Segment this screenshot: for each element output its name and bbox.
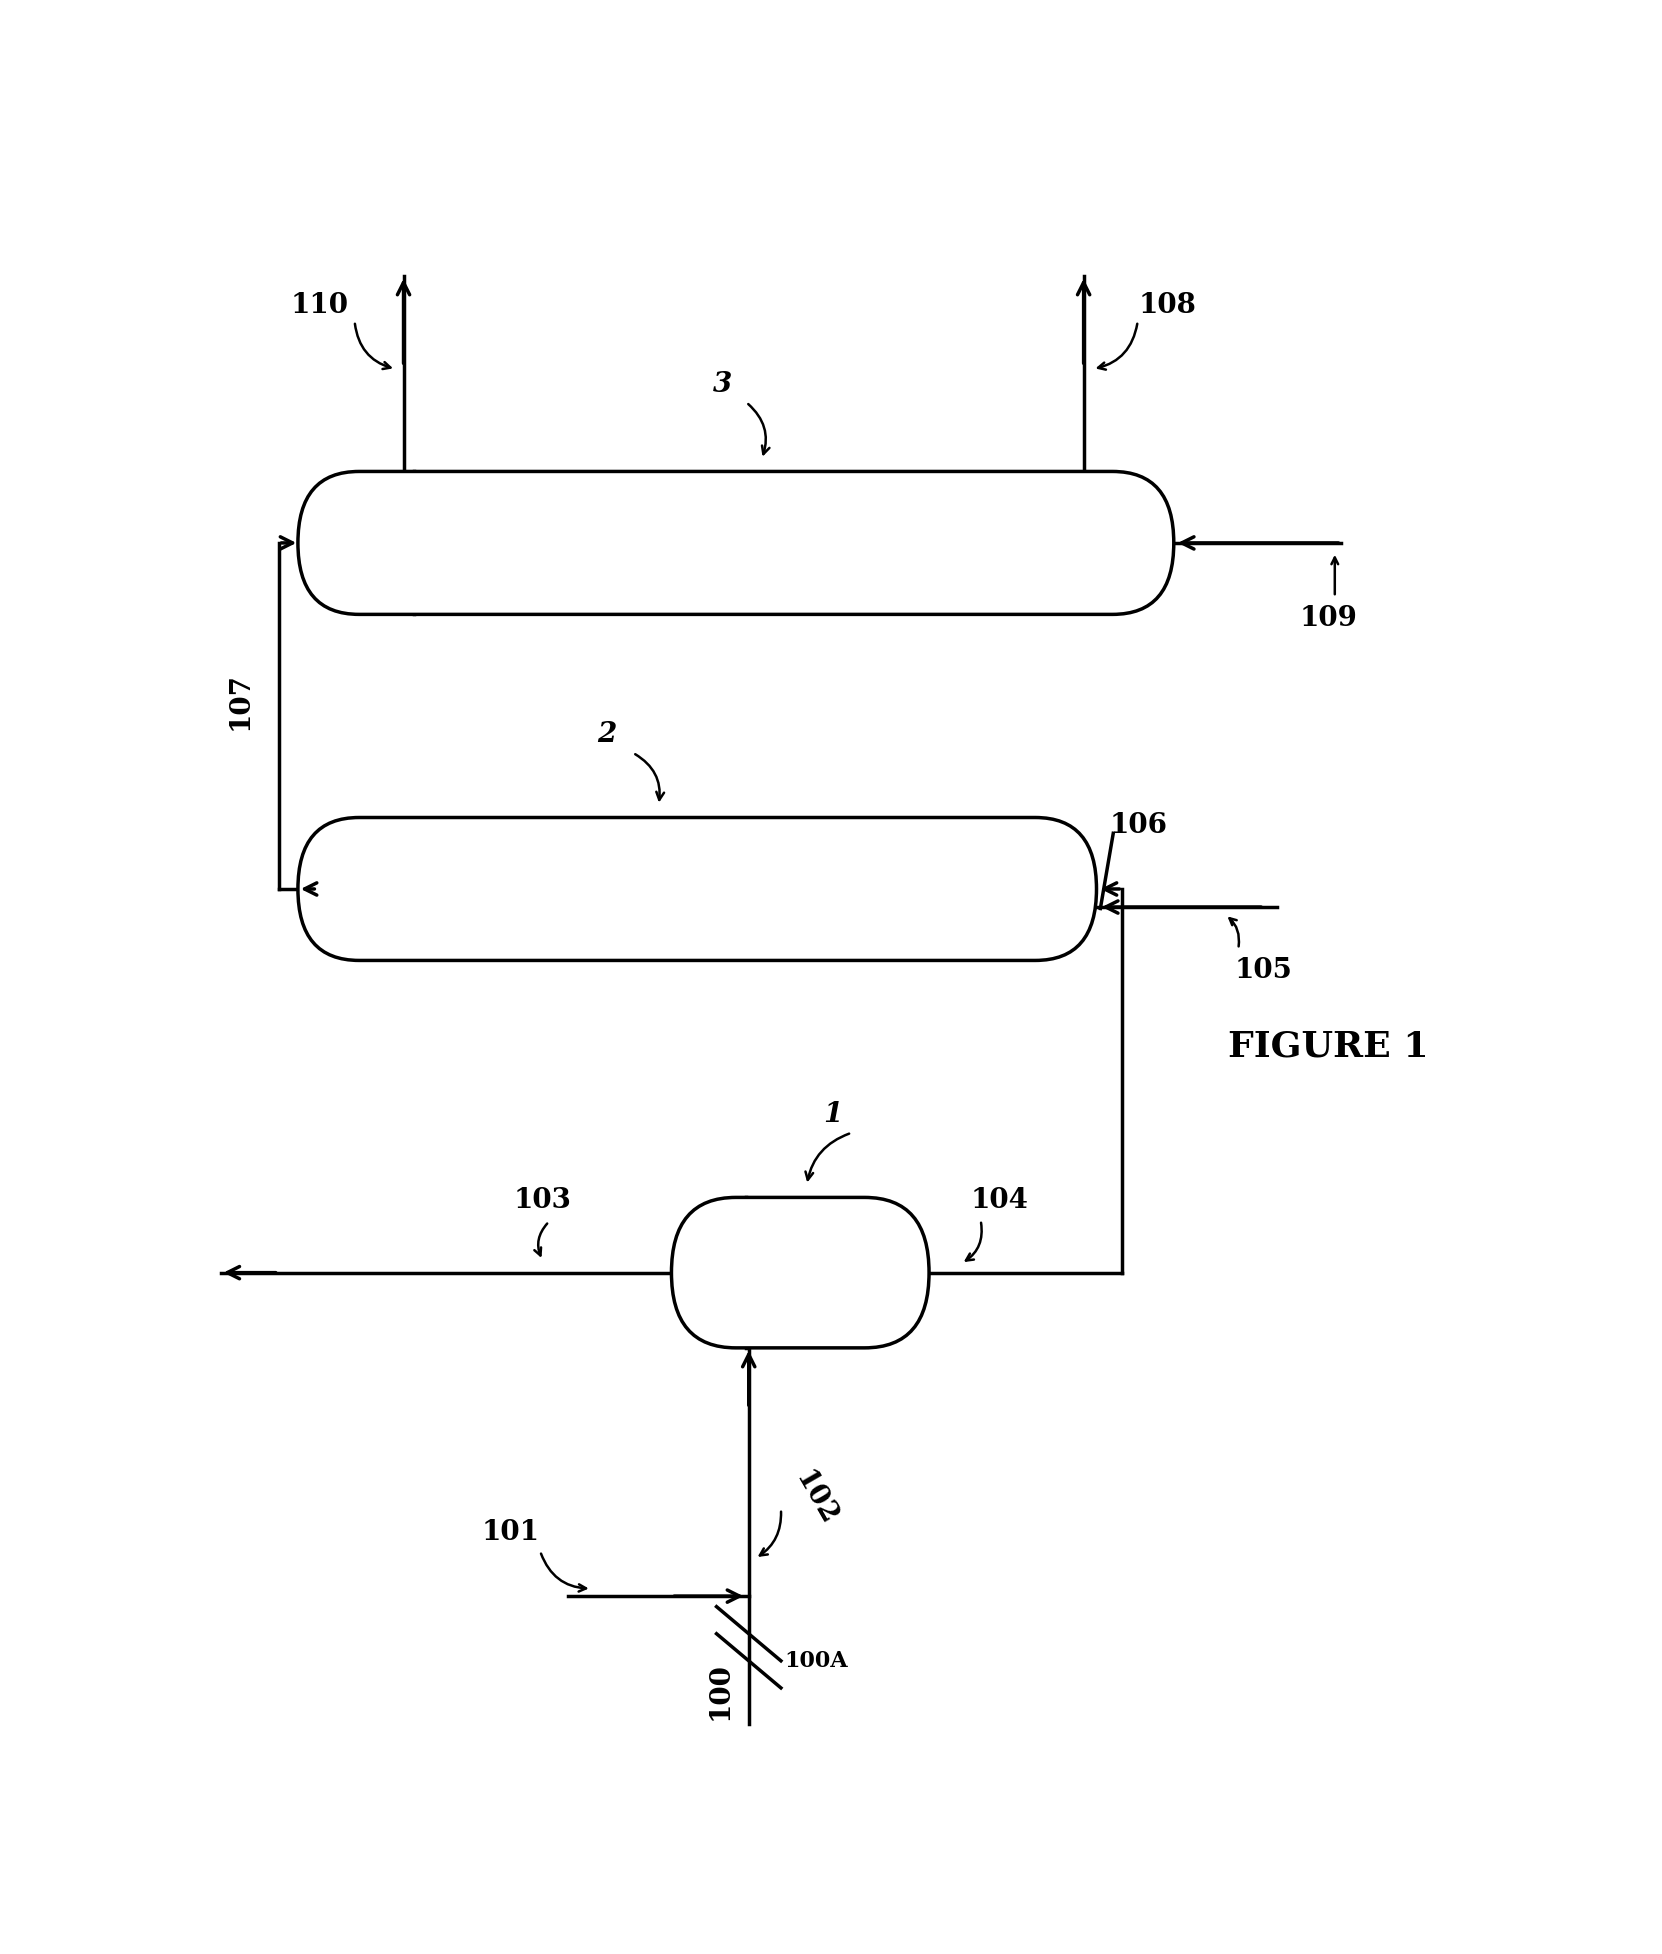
Text: 105: 105 bbox=[1235, 957, 1293, 983]
Text: 100: 100 bbox=[706, 1663, 733, 1720]
Text: 108: 108 bbox=[1138, 293, 1197, 319]
Text: 110: 110 bbox=[291, 293, 349, 319]
Text: 107: 107 bbox=[226, 672, 253, 731]
Text: 3: 3 bbox=[713, 371, 733, 399]
FancyBboxPatch shape bbox=[297, 817, 1097, 961]
FancyBboxPatch shape bbox=[671, 1198, 929, 1348]
Text: 1: 1 bbox=[823, 1102, 843, 1127]
Text: 100A: 100A bbox=[784, 1649, 848, 1673]
Text: 104: 104 bbox=[971, 1186, 1029, 1213]
Text: 109: 109 bbox=[1300, 604, 1358, 631]
Text: 102: 102 bbox=[789, 1466, 843, 1530]
Text: 2: 2 bbox=[597, 721, 617, 748]
Text: FIGURE 1: FIGURE 1 bbox=[1228, 1030, 1429, 1065]
Text: 103: 103 bbox=[514, 1186, 572, 1213]
Text: 106: 106 bbox=[1110, 813, 1168, 840]
Text: 101: 101 bbox=[482, 1520, 540, 1546]
FancyBboxPatch shape bbox=[297, 471, 1173, 614]
